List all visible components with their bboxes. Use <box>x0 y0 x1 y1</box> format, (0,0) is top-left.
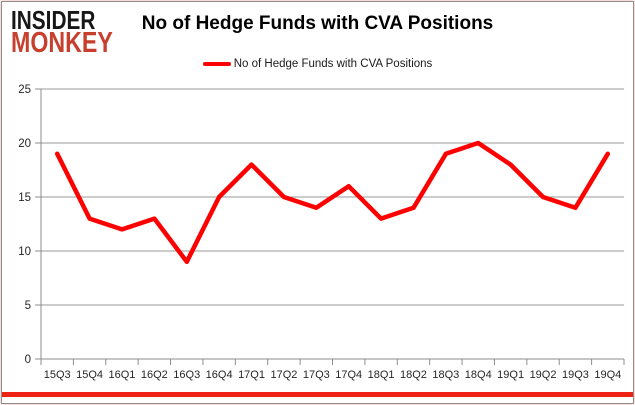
y-tick-label: 15 <box>18 192 31 204</box>
x-tick-label: 15Q3 <box>44 369 71 381</box>
x-tick-label: 19Q3 <box>562 369 589 381</box>
x-tick-label: 16Q3 <box>173 369 200 381</box>
logo-line-monkey: MONKEY <box>11 27 113 60</box>
insider-monkey-logo: INSIDER MONKEY <box>11 5 113 60</box>
legend-label: No of Hedge Funds with CVA Positions <box>233 58 433 70</box>
x-tick-label: 17Q3 <box>303 369 330 381</box>
x-tick-label: 18Q3 <box>432 369 459 381</box>
x-tick-label: 18Q1 <box>368 369 395 381</box>
legend-line-swatch <box>202 62 231 66</box>
series-line <box>54 140 611 265</box>
x-tick-label: 18Q4 <box>465 369 492 381</box>
y-tick-label: 5 <box>25 300 31 312</box>
page-title: No of Hedge Funds with CVA Positions <box>141 13 494 34</box>
x-tick-label: 16Q2 <box>141 369 168 381</box>
x-tick-label: 17Q4 <box>335 369 362 381</box>
y-tick-label: 10 <box>18 246 31 258</box>
x-tick-label: 19Q2 <box>530 369 557 381</box>
x-tick-label: 17Q2 <box>270 369 297 381</box>
legend: No of Hedge Funds with CVA Positions <box>2 58 633 70</box>
x-tick-label: 19Q1 <box>497 369 524 381</box>
x-tick-label: 15Q4 <box>76 369 103 381</box>
x-tick-label: 16Q4 <box>206 369 233 381</box>
x-tick-label: 18Q2 <box>400 369 427 381</box>
x-tick-label: 19Q4 <box>594 369 621 381</box>
x-tick-label: 17Q1 <box>238 369 265 381</box>
x-tick-label: 16Q1 <box>109 369 136 381</box>
y-tick-label: 25 <box>18 84 31 96</box>
y-tick-label: 20 <box>18 138 31 150</box>
y-tick-label: 0 <box>25 354 31 366</box>
logo-line-insider: INSIDER <box>11 5 96 35</box>
bottom-red-bar <box>2 392 633 397</box>
